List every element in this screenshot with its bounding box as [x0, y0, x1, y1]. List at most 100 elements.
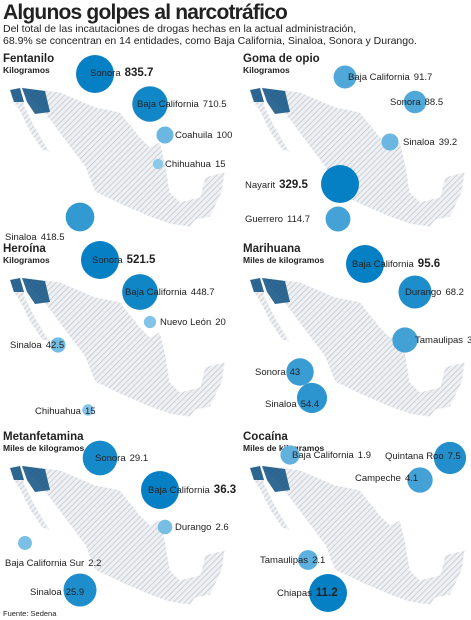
item-label: Chihuahua 15	[165, 159, 226, 170]
state-value: 91.7	[414, 72, 433, 83]
panel-unit: Kilogramos	[3, 255, 50, 265]
state-value: 88.5	[425, 97, 444, 108]
bubble	[156, 126, 174, 144]
state-value: 1.9	[358, 450, 371, 461]
item-label: Durango 2.6	[175, 522, 229, 533]
state-value: 68.2	[445, 287, 464, 298]
item-label: Sinaloa 42.5	[10, 340, 64, 351]
state-value: 114.7	[287, 214, 310, 225]
item-label: Nayarit 329.5	[245, 179, 308, 191]
state-name: Coahuila	[175, 130, 213, 141]
state-value: 39.2	[439, 137, 458, 148]
item-label: Baja California 1.9	[292, 450, 371, 461]
bubble	[392, 327, 418, 353]
map-mainland	[258, 464, 466, 606]
state-value: 2.1	[312, 555, 325, 566]
map-highlight	[10, 466, 50, 492]
item-label: Sonora 88.5	[390, 97, 443, 108]
bubble	[82, 440, 118, 476]
bubble	[333, 65, 357, 89]
state-name: Sinaloa	[265, 399, 297, 410]
state-name: Sinaloa	[10, 340, 42, 351]
item-label: Sinaloa 418.5	[5, 232, 64, 243]
state-name: Tamaulipas	[415, 335, 463, 346]
state-name: Sinaloa	[30, 587, 62, 598]
state-value: 448.7	[191, 287, 215, 298]
state-value: 329.5	[279, 179, 308, 191]
bubble	[122, 274, 158, 310]
state-name: Baja California Sur	[5, 558, 84, 569]
state-name: Quintana Roo	[385, 451, 444, 462]
bubble	[286, 358, 314, 386]
state-value: 7.5	[448, 451, 461, 462]
panel-unit: Miles de kilogramos	[243, 255, 325, 265]
bubble	[82, 404, 94, 416]
item-label: Durango 68.2	[405, 287, 464, 298]
state-value: 2.6	[215, 522, 228, 533]
map-highlight	[250, 88, 290, 114]
item-label: Sonora 43	[255, 367, 300, 378]
item-label: Tamaulipas 34.6	[415, 335, 471, 346]
state-value: 25.9	[66, 587, 85, 598]
state-name: Sonora	[255, 367, 286, 378]
item-label: Sinaloa 54.4	[265, 399, 319, 410]
item-label: Sonora 835.7	[90, 67, 153, 79]
state-name: Durango	[175, 522, 211, 533]
bubble	[132, 86, 168, 122]
state-value: 20	[215, 317, 226, 328]
state-value: 43	[290, 367, 301, 378]
item-label: Baja California Sur 2.2	[5, 558, 101, 569]
state-value: 54.4	[301, 399, 320, 410]
state-name: Chihuahua	[165, 159, 212, 170]
state-name: Nuevo León	[160, 317, 211, 328]
map-mainland	[258, 276, 466, 418]
state-name: Baja California	[137, 99, 199, 110]
bubble	[50, 337, 66, 353]
panel-title: Heroína	[3, 243, 46, 255]
state-name: Sonora	[90, 68, 121, 79]
state-name: Sonora	[92, 255, 123, 266]
state-value: 11.2	[316, 587, 338, 599]
map-highlight	[250, 278, 290, 304]
item-label: Sinaloa 25.9	[30, 587, 84, 598]
state-value: 418.5	[41, 232, 65, 243]
state-value: 4.1	[405, 473, 418, 484]
bubble	[325, 206, 351, 232]
state-value: 95.6	[418, 258, 440, 270]
bubble	[152, 158, 164, 170]
state-value: 36.3	[214, 484, 236, 496]
state-name: Sonora	[390, 97, 421, 108]
bubble	[433, 441, 467, 475]
state-value: 15	[85, 406, 96, 417]
state-value: 835.7	[125, 67, 154, 79]
map-highlight	[10, 88, 50, 114]
map-mainland	[258, 86, 466, 228]
state-value: 710.5	[203, 99, 227, 110]
state-value: 29.1	[130, 453, 149, 464]
item-label: Chiapas 11.2	[277, 587, 338, 599]
bubble	[403, 90, 427, 114]
panel-unit: Miles de kilogramos	[3, 443, 85, 453]
bubble	[407, 467, 433, 493]
bubble	[143, 315, 157, 329]
panel-title: Metanfetamina	[3, 431, 84, 443]
item-label: Baja California 36.3	[148, 484, 236, 496]
bubble	[398, 275, 432, 309]
state-name: Chiapas	[277, 588, 312, 599]
state-name: Sonora	[95, 453, 126, 464]
item-label: Sinaloa 39.2	[403, 137, 457, 148]
item-label: Tamaulipas 2.1	[260, 555, 325, 566]
item-label: Chihuahua 15	[35, 406, 96, 417]
item-label: Guerrero 114.7	[245, 214, 310, 225]
item-label: Coahuila 100	[175, 130, 232, 141]
bubble	[157, 519, 173, 535]
bubble	[141, 471, 179, 509]
state-value: 34.6	[467, 335, 471, 346]
panel-unit: Kilogramos	[243, 65, 290, 75]
